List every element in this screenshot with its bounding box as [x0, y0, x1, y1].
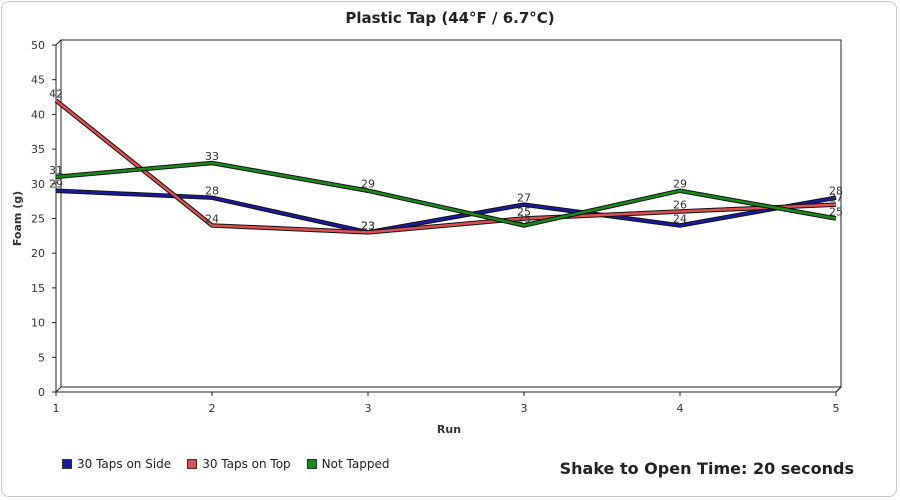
x-tick-label: 3 [521, 402, 528, 415]
shake-time-note: Shake to Open Time: 20 seconds [559, 459, 854, 478]
legend-item-not-tapped[interactable]: Not Tapped [306, 457, 390, 471]
legend-label-side: 30 Taps on Side [77, 457, 172, 471]
series-line [55, 99, 837, 234]
x-axis-title: Run [437, 423, 461, 436]
data-label: 27 [829, 192, 843, 205]
data-label: 33 [205, 150, 219, 163]
data-label: 29 [673, 178, 687, 191]
y-tick-label: 30 [31, 178, 45, 191]
legend-swatch-side [62, 459, 72, 469]
data-label: 23 [361, 219, 375, 232]
y-tick-label: 40 [31, 108, 45, 121]
legend-label-not-tapped: Not Tapped [321, 457, 390, 471]
legend: 30 Taps on Side 30 Taps on Top Not Tappe… [62, 457, 405, 471]
y-tick-label: 35 [31, 143, 45, 156]
data-label: 42 [49, 88, 63, 101]
y-tick-label: 10 [31, 317, 45, 330]
x-tick-label: 2 [209, 402, 216, 415]
data-label: 28 [205, 185, 219, 198]
y-tick-label: 25 [31, 213, 45, 226]
data-label: 27 [517, 192, 531, 205]
x-tick-label: 1 [53, 402, 60, 415]
y-axis-title: Foam (g) [11, 191, 24, 246]
series-line [55, 189, 837, 234]
y-tick-label: 0 [38, 386, 45, 399]
y-tick-label: 45 [31, 74, 45, 87]
chart-title: Plastic Tap (44°F / 6.7°C) [345, 9, 555, 27]
data-label: 25 [517, 206, 531, 219]
data-label: 25 [829, 206, 843, 219]
x-tick-label: 4 [677, 402, 684, 415]
data-label: 29 [49, 178, 63, 191]
plot-floor [54, 386, 843, 393]
y-tick-label: 50 [31, 39, 45, 52]
data-label: 31 [49, 164, 63, 177]
x-tick-label: 3 [365, 402, 372, 415]
y-tick-label: 15 [31, 282, 45, 295]
data-label: 24 [673, 212, 687, 225]
data-label: 23 [361, 219, 375, 232]
x-tick-label: 5 [833, 402, 840, 415]
data-label: 26 [673, 199, 687, 212]
plot-corner-edge [55, 39, 62, 46]
legend-swatch-not-tapped [306, 459, 317, 469]
series-line [55, 161, 837, 227]
data-label: 24 [205, 212, 219, 225]
y-tick-label: 5 [38, 351, 45, 364]
legend-item-side[interactable]: 30 Taps on Side [62, 457, 171, 471]
legend-swatch-top [187, 459, 198, 469]
data-label: 25 [517, 212, 531, 225]
data-label: 29 [361, 178, 375, 191]
legend-label-top: 30 Taps on Top [202, 457, 291, 471]
legend-item-top[interactable]: 30 Taps on Top [187, 457, 291, 471]
plot-back-wall [60, 39, 842, 388]
data-label: 28 [829, 185, 843, 198]
plot-corner-edge-right [835, 386, 842, 393]
y-tick-label: 20 [31, 247, 45, 260]
